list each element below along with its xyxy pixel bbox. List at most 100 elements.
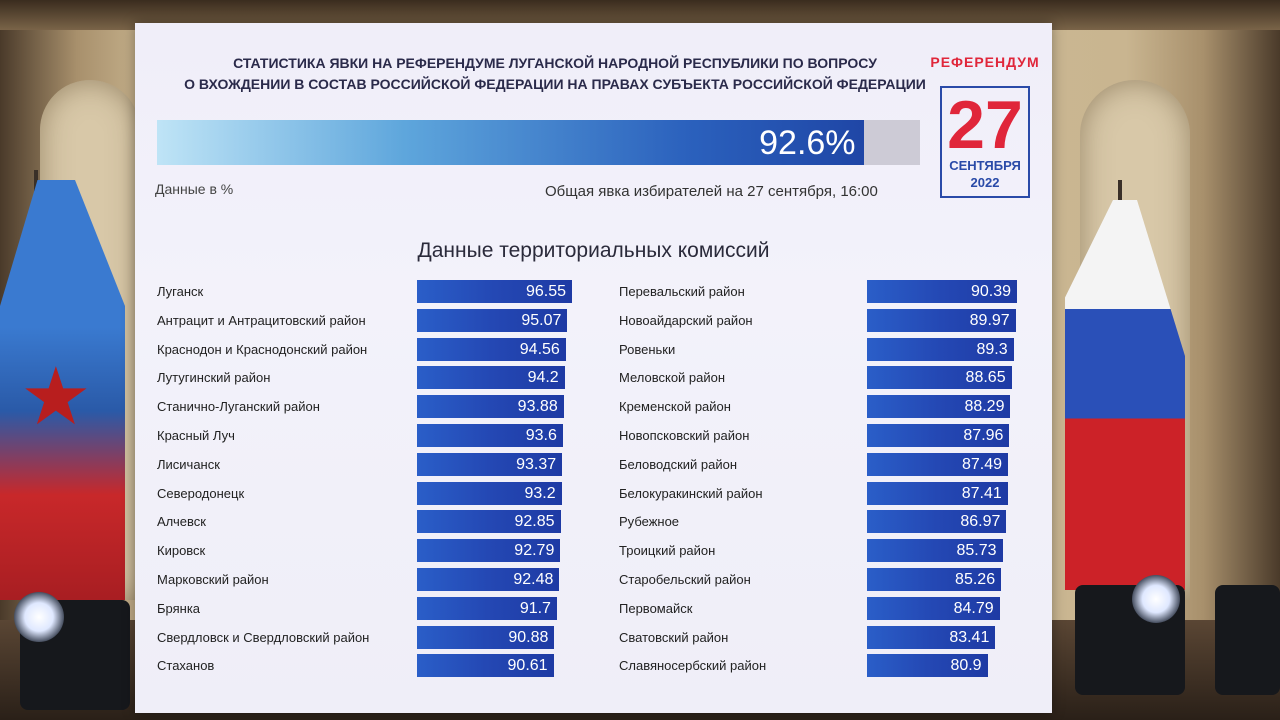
turnout-progress-track: 92.6% <box>157 120 920 165</box>
commission-name: Белокуракинский район <box>619 485 763 501</box>
commission-bar: 92.85 <box>417 510 561 534</box>
commission-name: Кировск <box>157 543 206 559</box>
commission-bar: 89.3 <box>867 337 1014 361</box>
commission-name: Красный Луч <box>157 427 235 443</box>
commission-name: Перевальский район <box>619 284 745 299</box>
commission-value: 87.41 <box>961 484 1002 502</box>
commission-bar: 87.41 <box>867 481 1008 505</box>
commission-bar: 80.9 <box>867 654 988 678</box>
led-screen: Статистика явки на референдуме Луганской… <box>135 23 1052 713</box>
commission-value: 92.48 <box>513 570 554 588</box>
commission-bar: 83.41 <box>867 625 996 649</box>
ballot-box-icon <box>940 86 1030 198</box>
turnout-progress-bar: 92.6% <box>157 120 864 165</box>
commission-bar: 93.6 <box>417 423 563 447</box>
commission-value: 93.88 <box>517 398 558 416</box>
commission-name: Ровеньки <box>619 341 676 357</box>
stage-light-left-icon <box>14 592 64 642</box>
logo-word: РЕФЕРЕНДУМ <box>930 54 1040 70</box>
commission-value: 83.41 <box>949 628 990 646</box>
commission-value: 91.7 <box>519 599 551 617</box>
commission-bar: 86.97 <box>867 510 1007 534</box>
commission-name: Кременской район <box>619 399 731 415</box>
commission-name: Антрацит и Антрацитовский район <box>157 312 366 328</box>
commission-value: 93.6 <box>525 426 557 444</box>
logo-year: 2022 <box>970 175 1000 190</box>
commission-name: Меловской район <box>619 370 726 386</box>
logo-month: СЕНТЯБРЯ <box>949 158 1021 173</box>
stage-light-right-icon <box>1132 575 1180 623</box>
commission-bar: 92.48 <box>417 567 560 591</box>
commission-value: 90.61 <box>507 657 548 675</box>
commission-value: 87.96 <box>963 426 1004 444</box>
commission-name: Свердловск и Свердловский район <box>157 629 370 645</box>
commission-bar: 89.97 <box>867 308 1016 332</box>
commission-bar: 93.2 <box>417 481 562 505</box>
star-icon: ★ <box>20 352 92 441</box>
commission-value: 93.2 <box>524 484 556 502</box>
commission-bar: 84.79 <box>867 596 1000 620</box>
commission-value: 86.97 <box>960 513 1001 531</box>
commission-value: 90.88 <box>508 628 549 646</box>
commission-value: 92.85 <box>514 513 555 531</box>
commission-name: Алчевск <box>157 514 206 530</box>
commission-value: 80.9 <box>950 657 982 675</box>
commission-name: Первомайск <box>619 600 693 616</box>
commission-bar: 90.88 <box>417 625 555 649</box>
commission-bar: 92.79 <box>417 539 561 563</box>
commission-bar: 85.73 <box>867 539 1003 563</box>
commission-value: 85.26 <box>955 570 996 588</box>
commission-value: 96.55 <box>525 283 566 300</box>
commission-value: 87.49 <box>961 455 1002 473</box>
commission-bar: 85.26 <box>867 567 1002 591</box>
logo-day: 27 <box>947 87 1023 163</box>
commission-value: 94.56 <box>519 340 560 358</box>
commission-name: Новопсковский район <box>619 427 750 443</box>
commission-bar: 91.7 <box>417 596 557 620</box>
commission-bar: 95.07 <box>417 308 568 332</box>
commission-value: 84.79 <box>953 599 994 617</box>
commission-bar: 88.29 <box>867 395 1011 419</box>
commission-value: 88.65 <box>965 369 1006 387</box>
commission-bar: 88.65 <box>867 366 1012 390</box>
commission-bar: 87.49 <box>867 452 1008 476</box>
commission-value: 85.73 <box>956 542 997 560</box>
commission-name: Беловодский район <box>619 456 738 472</box>
commission-name: Рубежное <box>619 514 680 530</box>
commission-value: 89.3 <box>976 340 1008 358</box>
commission-name: Стаханов <box>157 658 215 674</box>
commission-value: 93.37 <box>516 455 557 473</box>
commission-value: 88.29 <box>964 398 1005 416</box>
title-line-2: о вхождении в состав Российской Федераци… <box>184 76 926 92</box>
turnout-value: 92.6% <box>759 124 856 162</box>
units-note: Данные в % <box>155 181 234 197</box>
commission-bar: 90.61 <box>417 654 554 678</box>
commission-value: 94.2 <box>527 369 559 387</box>
commission-bar: 94.2 <box>417 366 565 390</box>
commission-value: 90.39 <box>970 283 1011 300</box>
commission-bar: 96.55 <box>417 280 572 303</box>
page-title: Статистика явки на референдуме Луганской… <box>175 53 935 95</box>
referendum-logo: РЕФЕРЕНДУМ 27 СЕНТЯБРЯ 2022 <box>930 48 1040 208</box>
commission-name: Марковский район <box>157 571 269 587</box>
title-line-1: Статистика явки на референдуме Луганской… <box>233 55 877 71</box>
commission-name: Новоайдарский район <box>619 312 753 328</box>
commission-bar: 94.56 <box>417 337 566 361</box>
commission-name: Брянка <box>157 600 201 616</box>
commission-name: Станично-Луганский район <box>157 399 320 415</box>
commission-name: Северодонецк <box>157 485 245 501</box>
commission-name: Луганск <box>157 284 204 299</box>
commission-name: Старобельский район <box>619 571 751 587</box>
stage-light-body-far-right <box>1215 585 1280 695</box>
commission-bar: 87.96 <box>867 423 1010 447</box>
commission-value: 92.79 <box>514 542 555 560</box>
commission-name: Славяносербский район <box>619 658 767 674</box>
commission-value: 89.97 <box>969 311 1010 329</box>
commission-value: 95.07 <box>521 311 562 329</box>
commission-bar: 93.37 <box>417 452 563 476</box>
commission-name: Лисичанск <box>157 456 220 472</box>
commission-name: Краснодон и Краснодонский район <box>157 341 368 357</box>
commission-name: Сватовский район <box>619 629 729 645</box>
section-title: Данные территориальных комиссий <box>417 239 770 262</box>
commission-name: Троицкий район <box>619 543 716 559</box>
